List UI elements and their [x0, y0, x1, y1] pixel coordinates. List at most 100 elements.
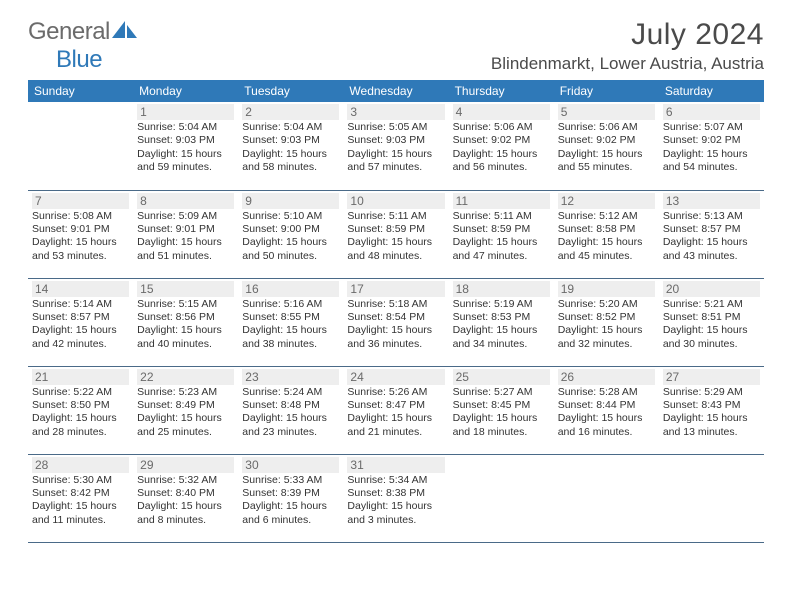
- calendar-cell: 20Sunrise: 5:21 AMSunset: 8:51 PMDayligh…: [659, 278, 764, 366]
- daylight-line: Daylight: 15 hours and 54 minutes.: [663, 148, 760, 175]
- weekday-header: Friday: [554, 80, 659, 102]
- sunrise-line: Sunrise: 5:34 AM: [347, 474, 444, 487]
- calendar-cell: 15Sunrise: 5:15 AMSunset: 8:56 PMDayligh…: [133, 278, 238, 366]
- calendar-cell: 7Sunrise: 5:08 AMSunset: 9:01 PMDaylight…: [28, 190, 133, 278]
- sunrise-line: Sunrise: 5:14 AM: [32, 298, 129, 311]
- calendar-cell: 5Sunrise: 5:06 AMSunset: 9:02 PMDaylight…: [554, 102, 659, 190]
- weekday-header: Saturday: [659, 80, 764, 102]
- daylight-line: Daylight: 15 hours and 56 minutes.: [453, 148, 550, 175]
- calendar-cell: 9Sunrise: 5:10 AMSunset: 9:00 PMDaylight…: [238, 190, 343, 278]
- sunset-line: Sunset: 8:53 PM: [453, 311, 550, 324]
- day-number: 16: [242, 281, 339, 297]
- sunrise-line: Sunrise: 5:28 AM: [558, 386, 655, 399]
- calendar-cell: 4Sunrise: 5:06 AMSunset: 9:02 PMDaylight…: [449, 102, 554, 190]
- title-block: July 2024 Blindenmarkt, Lower Austria, A…: [491, 18, 764, 74]
- sunset-line: Sunset: 9:03 PM: [137, 134, 234, 147]
- daylight-line: Daylight: 15 hours and 18 minutes.: [453, 412, 550, 439]
- calendar-cell: [554, 454, 659, 542]
- day-number: 26: [558, 369, 655, 385]
- calendar-cell: 31Sunrise: 5:34 AMSunset: 8:38 PMDayligh…: [343, 454, 448, 542]
- daylight-line: Daylight: 15 hours and 34 minutes.: [453, 324, 550, 351]
- daylight-line: Daylight: 15 hours and 23 minutes.: [242, 412, 339, 439]
- sunrise-line: Sunrise: 5:05 AM: [347, 121, 444, 134]
- sunset-line: Sunset: 8:54 PM: [347, 311, 444, 324]
- day-number: 2: [242, 104, 339, 120]
- sunset-line: Sunset: 8:56 PM: [137, 311, 234, 324]
- calendar-cell: 18Sunrise: 5:19 AMSunset: 8:53 PMDayligh…: [449, 278, 554, 366]
- sunset-line: Sunset: 8:52 PM: [558, 311, 655, 324]
- sunset-line: Sunset: 8:58 PM: [558, 223, 655, 236]
- daylight-line: Daylight: 15 hours and 38 minutes.: [242, 324, 339, 351]
- weekday-header: Tuesday: [238, 80, 343, 102]
- sunset-line: Sunset: 8:44 PM: [558, 399, 655, 412]
- calendar-cell: 11Sunrise: 5:11 AMSunset: 8:59 PMDayligh…: [449, 190, 554, 278]
- sunrise-line: Sunrise: 5:22 AM: [32, 386, 129, 399]
- sunset-line: Sunset: 9:02 PM: [453, 134, 550, 147]
- sunrise-line: Sunrise: 5:16 AM: [242, 298, 339, 311]
- sunrise-line: Sunrise: 5:32 AM: [137, 474, 234, 487]
- calendar-cell: [28, 102, 133, 190]
- day-number: 10: [347, 193, 444, 209]
- sunrise-line: Sunrise: 5:30 AM: [32, 474, 129, 487]
- day-number: 14: [32, 281, 129, 297]
- daylight-line: Daylight: 15 hours and 13 minutes.: [663, 412, 760, 439]
- logo-text: General Blue: [28, 18, 138, 74]
- sunrise-line: Sunrise: 5:20 AM: [558, 298, 655, 311]
- day-number: 25: [453, 369, 550, 385]
- day-number: 20: [663, 281, 760, 297]
- calendar-row: 21Sunrise: 5:22 AMSunset: 8:50 PMDayligh…: [28, 366, 764, 454]
- day-number: 9: [242, 193, 339, 209]
- sunrise-line: Sunrise: 5:11 AM: [453, 210, 550, 223]
- sunset-line: Sunset: 8:57 PM: [663, 223, 760, 236]
- calendar-cell: 28Sunrise: 5:30 AMSunset: 8:42 PMDayligh…: [28, 454, 133, 542]
- daylight-line: Daylight: 15 hours and 43 minutes.: [663, 236, 760, 263]
- day-number: 15: [137, 281, 234, 297]
- day-number: 17: [347, 281, 444, 297]
- calendar-cell: [449, 454, 554, 542]
- day-number: 3: [347, 104, 444, 120]
- calendar-cell: 12Sunrise: 5:12 AMSunset: 8:58 PMDayligh…: [554, 190, 659, 278]
- daylight-line: Daylight: 15 hours and 48 minutes.: [347, 236, 444, 263]
- calendar-cell: [659, 454, 764, 542]
- sunrise-line: Sunrise: 5:06 AM: [453, 121, 550, 134]
- day-number: 19: [558, 281, 655, 297]
- daylight-line: Daylight: 15 hours and 32 minutes.: [558, 324, 655, 351]
- sunrise-line: Sunrise: 5:10 AM: [242, 210, 339, 223]
- logo-part1: General: [28, 18, 110, 45]
- calendar-cell: 3Sunrise: 5:05 AMSunset: 9:03 PMDaylight…: [343, 102, 448, 190]
- calendar-cell: 27Sunrise: 5:29 AMSunset: 8:43 PMDayligh…: [659, 366, 764, 454]
- sunset-line: Sunset: 9:01 PM: [32, 223, 129, 236]
- day-number: 6: [663, 104, 760, 120]
- sunrise-line: Sunrise: 5:23 AM: [137, 386, 234, 399]
- sunset-line: Sunset: 9:03 PM: [242, 134, 339, 147]
- calendar-row: 28Sunrise: 5:30 AMSunset: 8:42 PMDayligh…: [28, 454, 764, 542]
- sunrise-line: Sunrise: 5:21 AM: [663, 298, 760, 311]
- daylight-line: Daylight: 15 hours and 47 minutes.: [453, 236, 550, 263]
- daylight-line: Daylight: 15 hours and 45 minutes.: [558, 236, 655, 263]
- sunset-line: Sunset: 9:00 PM: [242, 223, 339, 236]
- weekday-header: Monday: [133, 80, 238, 102]
- sunset-line: Sunset: 8:57 PM: [32, 311, 129, 324]
- daylight-line: Daylight: 15 hours and 59 minutes.: [137, 148, 234, 175]
- daylight-line: Daylight: 15 hours and 30 minutes.: [663, 324, 760, 351]
- sunrise-line: Sunrise: 5:15 AM: [137, 298, 234, 311]
- weekday-header: Thursday: [449, 80, 554, 102]
- daylight-line: Daylight: 15 hours and 57 minutes.: [347, 148, 444, 175]
- weekday-header-row: Sunday Monday Tuesday Wednesday Thursday…: [28, 80, 764, 102]
- day-number: 28: [32, 457, 129, 473]
- daylight-line: Daylight: 15 hours and 55 minutes.: [558, 148, 655, 175]
- calendar-cell: 22Sunrise: 5:23 AMSunset: 8:49 PMDayligh…: [133, 366, 238, 454]
- calendar-table: Sunday Monday Tuesday Wednesday Thursday…: [28, 80, 764, 543]
- sunrise-line: Sunrise: 5:09 AM: [137, 210, 234, 223]
- daylight-line: Daylight: 15 hours and 11 minutes.: [32, 500, 129, 527]
- day-number: 22: [137, 369, 234, 385]
- sunset-line: Sunset: 9:01 PM: [137, 223, 234, 236]
- calendar-cell: 16Sunrise: 5:16 AMSunset: 8:55 PMDayligh…: [238, 278, 343, 366]
- sunrise-line: Sunrise: 5:18 AM: [347, 298, 444, 311]
- sunset-line: Sunset: 9:03 PM: [347, 134, 444, 147]
- sunset-line: Sunset: 8:51 PM: [663, 311, 760, 324]
- sunset-line: Sunset: 8:43 PM: [663, 399, 760, 412]
- sunrise-line: Sunrise: 5:29 AM: [663, 386, 760, 399]
- sunrise-line: Sunrise: 5:27 AM: [453, 386, 550, 399]
- sunset-line: Sunset: 8:55 PM: [242, 311, 339, 324]
